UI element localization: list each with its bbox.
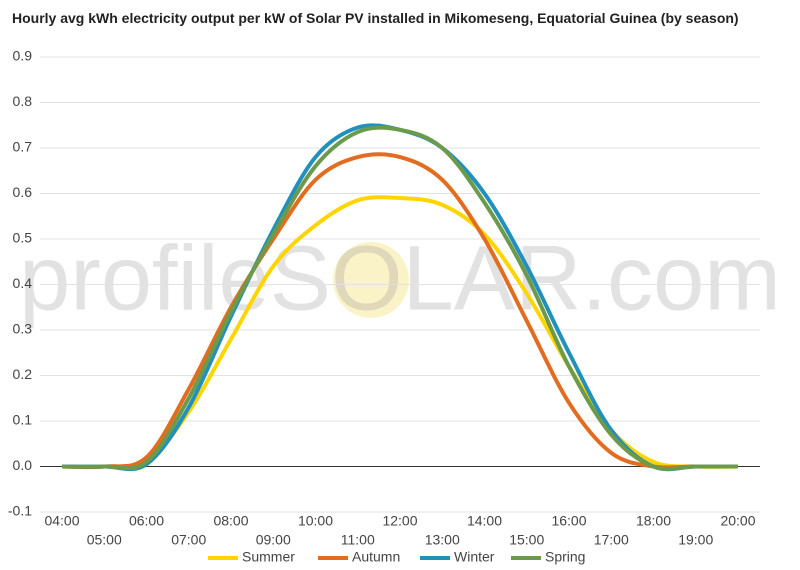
- legend-label: Summer: [242, 549, 295, 565]
- x-tick-label: 05:00: [87, 532, 122, 548]
- x-tick-label: 14:00: [467, 513, 502, 529]
- x-tick-label: 17:00: [594, 532, 629, 548]
- y-tick-label: 0.8: [13, 93, 33, 109]
- x-tick-label: 08:00: [213, 513, 248, 529]
- x-tick-label: 19:00: [678, 532, 713, 548]
- y-tick-label: 0.1: [13, 412, 33, 428]
- watermark: profileSOLAR.com: [19, 227, 781, 329]
- legend-label: Autumn: [352, 549, 400, 565]
- series-line: [61, 125, 738, 471]
- legend-label: Winter: [454, 549, 495, 565]
- y-tick-label: 0.6: [13, 184, 33, 200]
- y-tick-label: 0.2: [13, 366, 33, 382]
- x-tick-label: 15:00: [509, 532, 544, 548]
- x-tick-label: 11:00: [341, 532, 375, 548]
- x-tick-label: 13:00: [425, 532, 460, 548]
- y-tick-label: 0.9: [13, 48, 33, 64]
- x-tick-label: 04:00: [44, 513, 79, 529]
- series-line: [61, 152, 738, 470]
- y-tick-label: 0.0: [13, 457, 33, 473]
- chart-title: Hourly avg kWh electricity output per kW…: [12, 10, 739, 26]
- x-tick-label: 07:00: [171, 532, 206, 548]
- y-tick-label: 0.7: [13, 139, 33, 155]
- x-tick-label: 09:00: [256, 532, 291, 548]
- y-tick-label: -0.1: [8, 503, 32, 519]
- x-tick-label: 12:00: [382, 513, 417, 529]
- x-tick-label: 16:00: [551, 513, 586, 529]
- y-tick-label: 0.4: [13, 275, 33, 291]
- legend-label: Spring: [545, 549, 585, 565]
- x-tick-label: 20:00: [720, 513, 755, 529]
- watermark-sun: [333, 242, 409, 318]
- y-tick-label: 0.5: [13, 230, 33, 246]
- x-tick-label: 10:00: [298, 513, 333, 529]
- x-tick-label: 18:00: [636, 513, 671, 529]
- y-tick-label: 0.3: [13, 321, 33, 337]
- x-tick-label: 06:00: [129, 513, 164, 529]
